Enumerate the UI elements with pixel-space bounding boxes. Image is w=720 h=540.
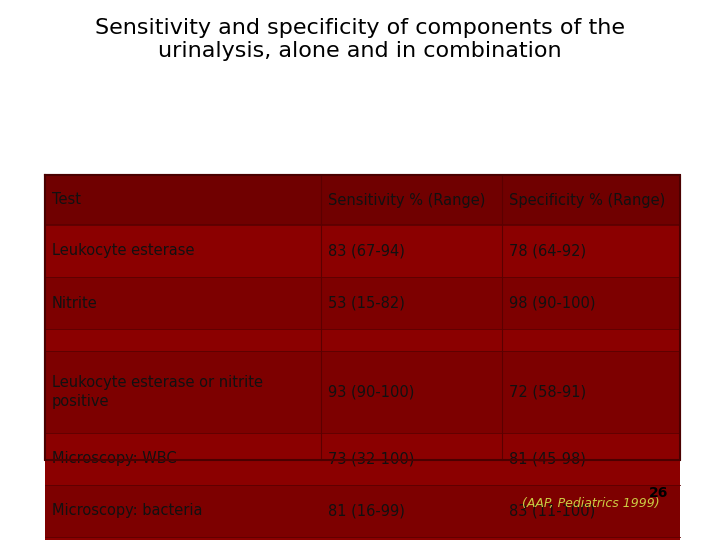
- Text: (AAP, Pediatrics 1999): (AAP, Pediatrics 1999): [523, 497, 660, 510]
- Text: Test: Test: [52, 192, 81, 207]
- Text: Microscopy: WBC: Microscopy: WBC: [52, 451, 176, 467]
- Text: 53 (15-82): 53 (15-82): [328, 295, 405, 310]
- FancyBboxPatch shape: [45, 175, 680, 460]
- Text: Sensitivity % (Range): Sensitivity % (Range): [328, 192, 485, 207]
- Text: Nitrite: Nitrite: [52, 295, 98, 310]
- Text: 93 (90-100): 93 (90-100): [328, 384, 415, 400]
- Text: Sensitivity and specificity of components of the
urinalysis, alone and in combin: Sensitivity and specificity of component…: [95, 18, 625, 61]
- Text: Specificity % (Range): Specificity % (Range): [509, 192, 665, 207]
- FancyBboxPatch shape: [45, 329, 680, 351]
- FancyBboxPatch shape: [45, 277, 680, 329]
- Text: 83 (67-94): 83 (67-94): [328, 244, 405, 259]
- FancyBboxPatch shape: [45, 225, 680, 277]
- FancyBboxPatch shape: [45, 433, 680, 485]
- Text: 83 (11-100): 83 (11-100): [509, 503, 595, 518]
- Text: Microscopy: bacteria: Microscopy: bacteria: [52, 503, 202, 518]
- Text: 81 (45-98): 81 (45-98): [509, 451, 586, 467]
- Text: 81 (16-99): 81 (16-99): [328, 503, 405, 518]
- Text: 78 (64-92): 78 (64-92): [509, 244, 586, 259]
- Text: 72 (58-91): 72 (58-91): [509, 384, 586, 400]
- FancyBboxPatch shape: [45, 351, 680, 433]
- Text: Leukocyte esterase: Leukocyte esterase: [52, 244, 194, 259]
- FancyBboxPatch shape: [45, 175, 680, 225]
- FancyBboxPatch shape: [45, 537, 680, 540]
- FancyBboxPatch shape: [45, 485, 680, 537]
- Text: Leukocyte esterase or nitrite
positive: Leukocyte esterase or nitrite positive: [52, 375, 263, 409]
- Text: 73 (32-100): 73 (32-100): [328, 451, 415, 467]
- Text: 98 (90-100): 98 (90-100): [509, 295, 595, 310]
- Text: 26: 26: [649, 486, 668, 500]
